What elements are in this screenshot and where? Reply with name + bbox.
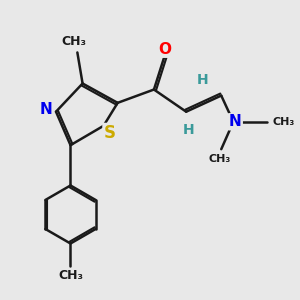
Text: CH₃: CH₃ bbox=[273, 117, 295, 127]
Text: O: O bbox=[158, 42, 171, 57]
Text: H: H bbox=[197, 73, 208, 87]
Text: CH₃: CH₃ bbox=[61, 35, 87, 48]
Text: CH₃: CH₃ bbox=[58, 269, 83, 282]
Text: S: S bbox=[103, 124, 116, 142]
Text: CH₃: CH₃ bbox=[208, 154, 230, 164]
Text: H: H bbox=[182, 123, 194, 137]
Text: N: N bbox=[229, 114, 242, 129]
Text: N: N bbox=[40, 102, 52, 117]
